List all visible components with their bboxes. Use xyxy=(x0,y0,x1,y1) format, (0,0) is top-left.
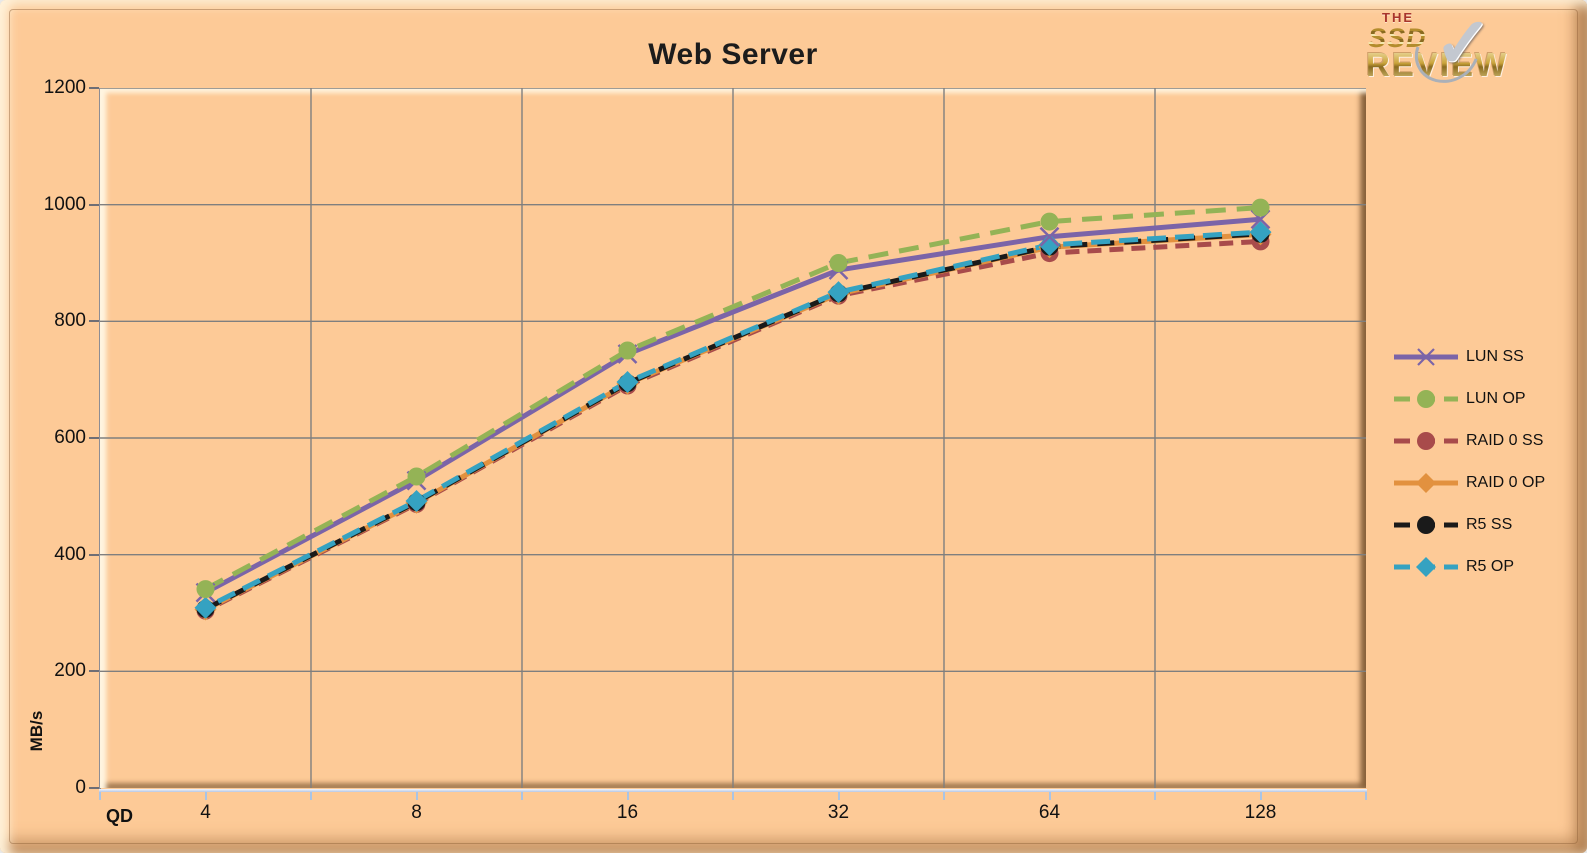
x-tick-mark xyxy=(99,792,101,800)
logo-text-the: THE xyxy=(1382,10,1414,25)
logo-text-review: REVIEW xyxy=(1366,46,1509,83)
marker-r5-op xyxy=(616,371,639,393)
y-tick-mark xyxy=(89,437,99,439)
y-tick-label: 800 xyxy=(54,310,86,332)
legend-label: RAID 0 OP xyxy=(1466,474,1546,491)
y-tick-mark xyxy=(89,320,99,323)
legend-label: LUN OP xyxy=(1466,390,1526,407)
legend-item-r5-ss: R5 SS xyxy=(1392,504,1582,546)
x-tick-label: 4 xyxy=(200,802,211,823)
legend-label: RAID 0 SS xyxy=(1466,432,1544,449)
series-line-lun-op xyxy=(204,205,1261,592)
the-ssd-review-logo: THE SSD REVIEW ✓ xyxy=(1356,4,1571,95)
legend-marker-icon xyxy=(1394,348,1458,366)
y-tick-mark xyxy=(89,203,99,206)
x-tick-mark xyxy=(837,792,840,800)
marker-lun-op xyxy=(407,467,426,486)
x-axis-line xyxy=(99,789,1367,792)
x-tick-mark xyxy=(204,792,207,800)
legend: LUN SS LUN OP RAID 0 SS RAID 0 OP R5 SS R5 OP xyxy=(1392,336,1582,588)
marker-r5-op xyxy=(1038,233,1061,256)
marker-lun-op xyxy=(196,580,215,599)
legend-marker-icon xyxy=(1394,390,1458,408)
x-tick-mark xyxy=(1259,792,1262,800)
y-tick-mark xyxy=(89,670,99,673)
legend-item-lun-op: LUN OP xyxy=(1392,378,1582,420)
x-tick-label: 128 xyxy=(1244,802,1277,823)
logo-text-ssd: SSD xyxy=(1368,23,1427,53)
marker-r5-op xyxy=(827,281,850,304)
marker-r5-op xyxy=(194,596,217,619)
series-line-r5-op xyxy=(204,229,1261,610)
marker-r5-op xyxy=(1249,221,1272,244)
y-tick-label: 600 xyxy=(54,427,86,448)
series-line-lun-ss xyxy=(204,216,1261,595)
x-tick-label: 32 xyxy=(827,802,850,823)
legend-marker-icon xyxy=(1394,557,1458,577)
legend-marker-icon xyxy=(1394,432,1458,450)
x-tick-label: 64 xyxy=(1038,802,1061,823)
y-tick-mark xyxy=(89,553,99,556)
chart-plot-svg xyxy=(100,88,1366,788)
y-tick-label: 1200 xyxy=(43,77,86,98)
x-tick-label: 16 xyxy=(616,802,639,823)
marker-lun-op xyxy=(829,254,848,272)
x-tick-mark xyxy=(415,792,418,800)
marker-r5-op xyxy=(405,490,428,512)
marker-lun-op xyxy=(1251,198,1270,217)
y-tick-label: 200 xyxy=(54,660,86,682)
legend-item-raid-0-op: RAID 0 OP xyxy=(1392,462,1582,504)
chart-title: Web Server xyxy=(648,38,818,71)
legend-item-lun-ss: LUN SS xyxy=(1392,336,1582,378)
legend-label: LUN SS xyxy=(1466,348,1524,365)
x-tick-mark xyxy=(732,792,734,800)
y-tick-label: 400 xyxy=(54,543,86,565)
y-axis-title: MB/s xyxy=(27,710,46,752)
x-tick-mark xyxy=(310,792,312,800)
y-tick-label: 1000 xyxy=(43,193,86,215)
x-tick-mark xyxy=(1154,792,1156,800)
x-tick-mark xyxy=(521,792,523,800)
x-tick-mark xyxy=(626,792,629,800)
legend-item-raid-0-ss: RAID 0 SS xyxy=(1392,420,1582,462)
marker-lun-op xyxy=(1040,212,1059,231)
x-axis-title: QD xyxy=(106,806,133,826)
legend-marker-icon xyxy=(1394,516,1458,534)
legend-marker-icon xyxy=(1394,473,1458,493)
plot-area xyxy=(100,88,1366,788)
x-tick-mark xyxy=(1365,792,1367,800)
x-tick-mark xyxy=(1048,792,1051,800)
y-tick-label: 0 xyxy=(75,777,86,798)
legend-item-r5-op: R5 OP xyxy=(1392,546,1582,588)
x-tick-mark xyxy=(943,792,945,800)
legend-label: R5 OP xyxy=(1466,558,1515,575)
legend-label: R5 SS xyxy=(1466,516,1513,533)
y-tick-mark xyxy=(89,87,99,89)
marker-lun-ss xyxy=(1039,226,1060,247)
marker-lun-op xyxy=(618,341,637,360)
y-tick-mark xyxy=(89,787,99,789)
x-tick-label: 8 xyxy=(411,802,422,823)
